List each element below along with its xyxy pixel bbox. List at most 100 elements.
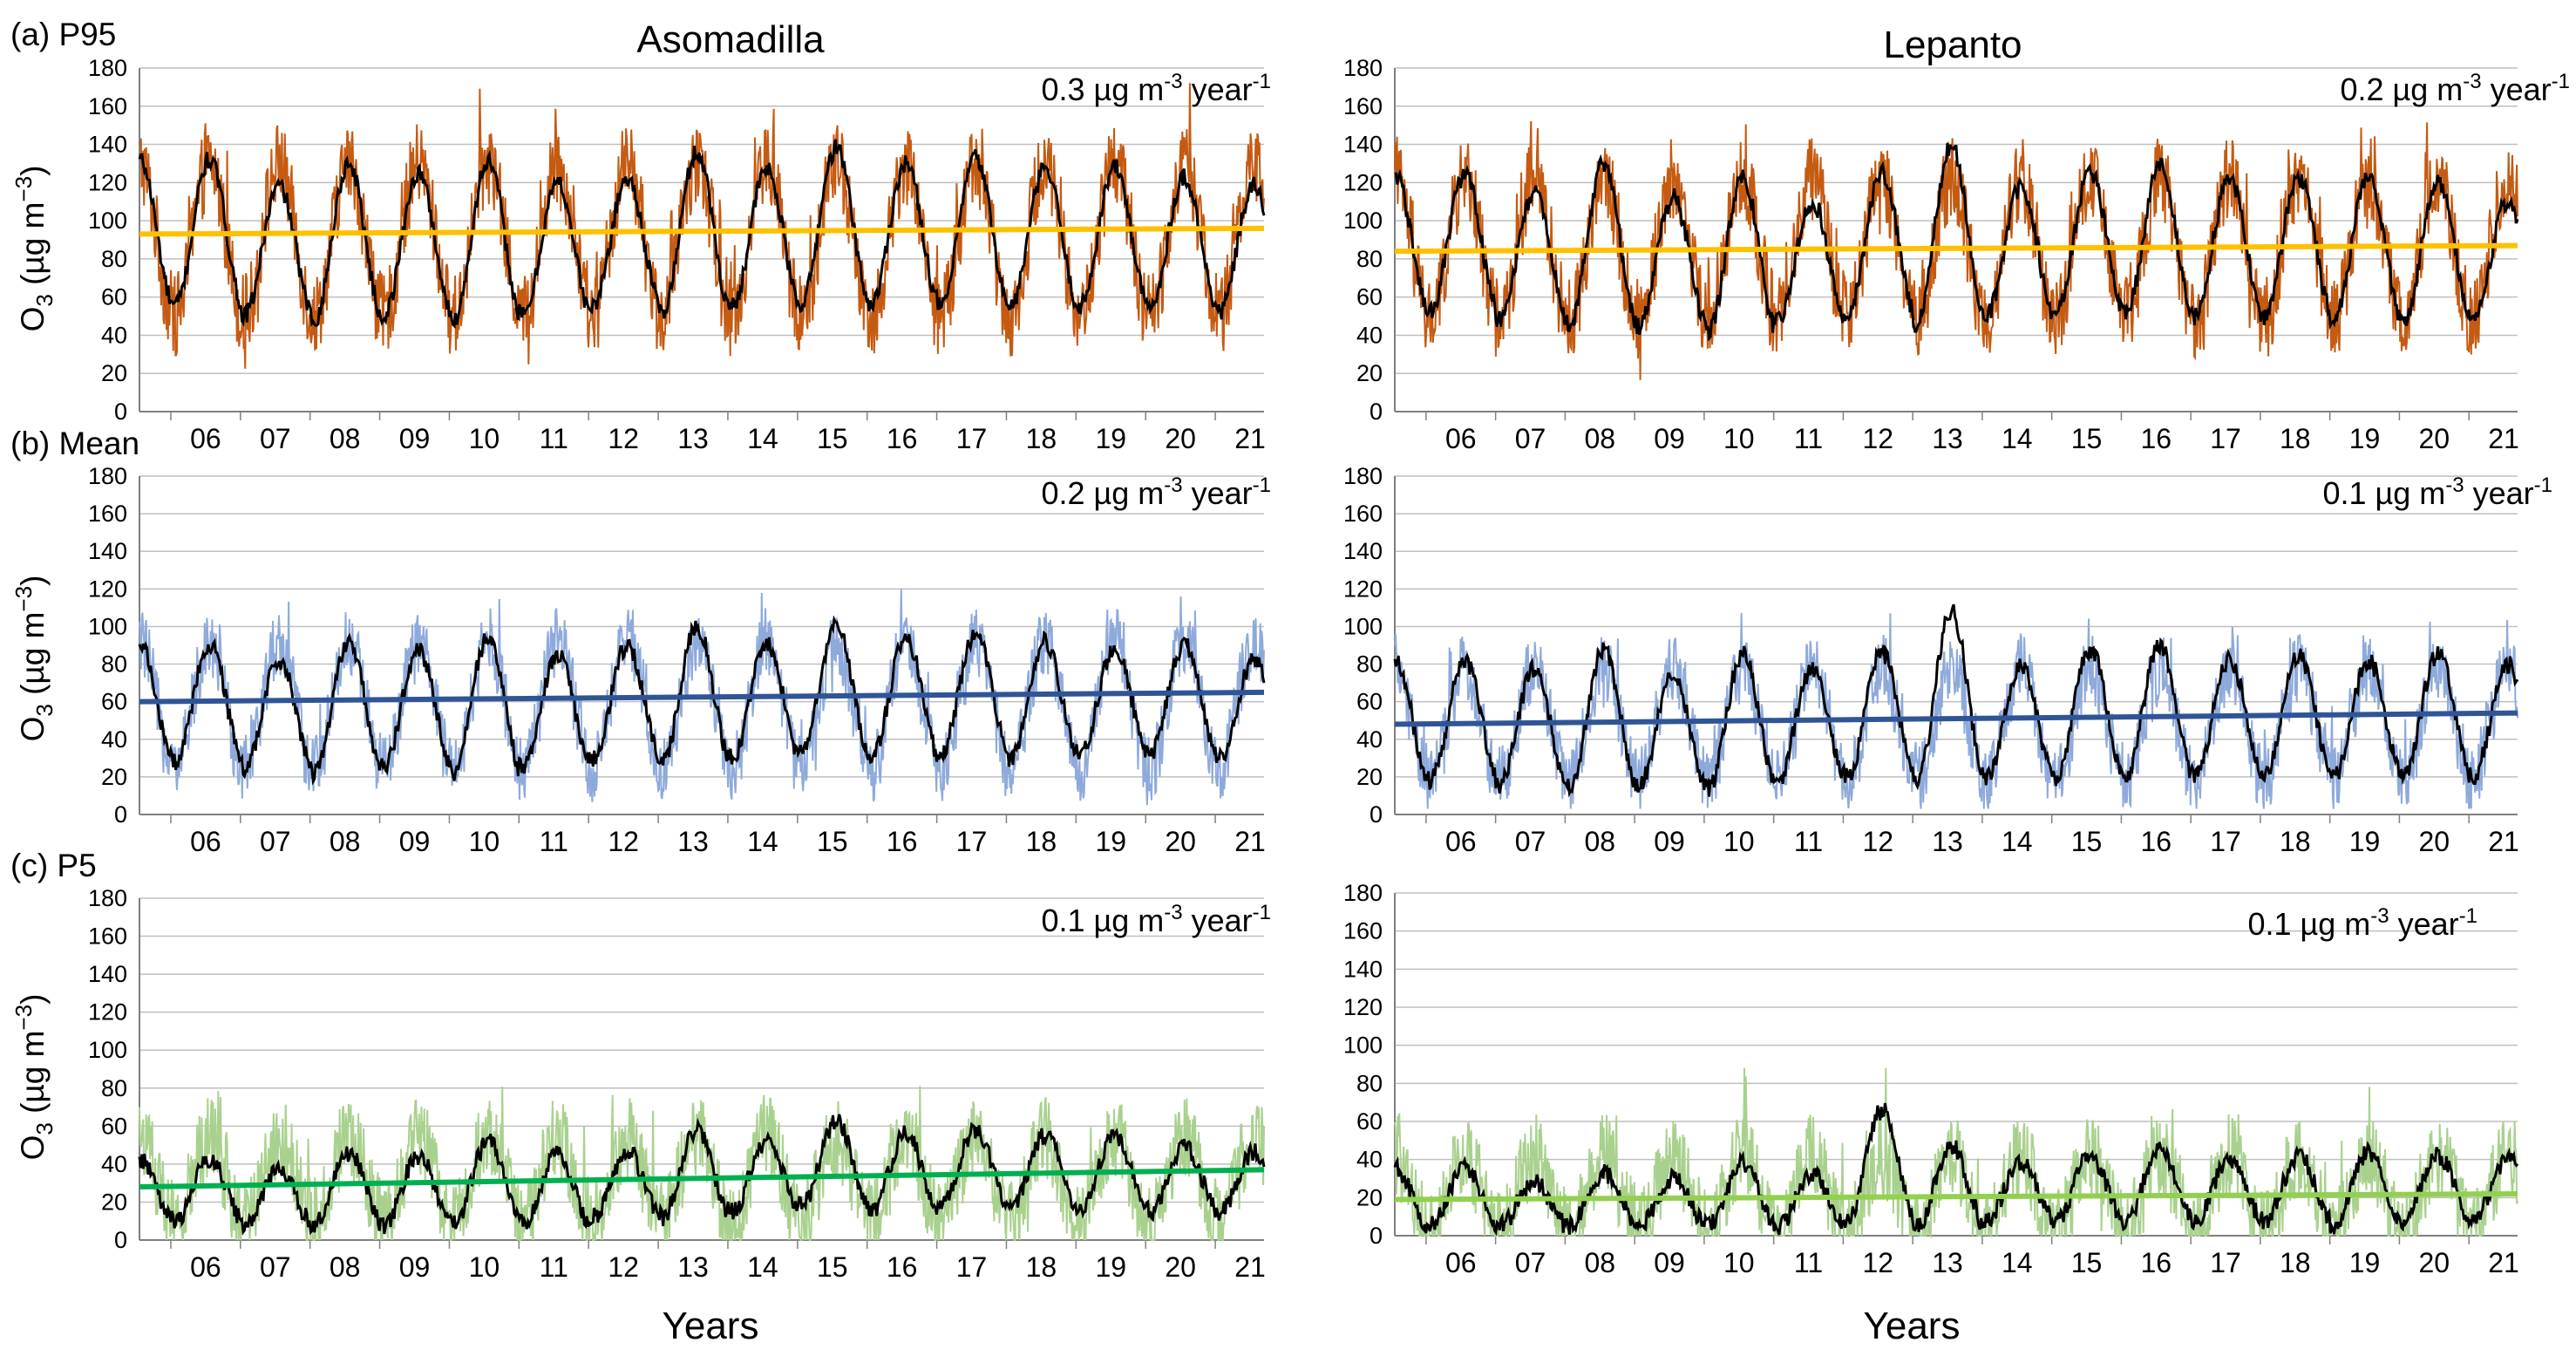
x-tick-label: 18 (2280, 1247, 2311, 1278)
panel-p5-lepanto: 0 20 40 60 80 100 120 140 160 180 06 07 08 09 10 11 12 13… (1343, 880, 2519, 1278)
x-tick-label: 14 (2002, 423, 2033, 454)
y-tick-label: 80 (1356, 246, 1383, 272)
y-tick-label: 40 (101, 726, 127, 753)
x-tick-label: 09 (1654, 423, 1685, 454)
y-tick-label: 40 (101, 1151, 127, 1177)
x-tick-label: 12 (1862, 423, 1893, 454)
x-tick-label: 06 (190, 1251, 221, 1283)
y-tick-label: 20 (1356, 1184, 1383, 1210)
x-tick-label: 20 (2419, 1247, 2450, 1278)
x-tick-label: 07 (1515, 1247, 1546, 1278)
x-tick-label: 19 (1095, 423, 1126, 454)
x-tick-label: 10 (469, 1251, 500, 1283)
y-tick-label: 20 (1356, 360, 1383, 386)
y-tick-label: 120 (88, 169, 127, 195)
x-tick-label: 15 (817, 1251, 848, 1283)
svg-text:O3 (µg m−3): O3 (µg m−3) (10, 576, 58, 742)
y-tick-label: 40 (1356, 726, 1383, 753)
x-tick-label: 18 (2280, 423, 2311, 454)
x-tick-label: 09 (399, 1251, 431, 1283)
x-tick-label: 07 (260, 826, 291, 857)
x-tick-label: 12 (1862, 1247, 1893, 1278)
y-tick-label: 180 (1343, 880, 1383, 906)
x-tick-label: 08 (1584, 826, 1615, 857)
x-tick-label: 07 (1515, 423, 1546, 454)
y-tick-label: 120 (1343, 576, 1383, 602)
y-tick-label: 100 (1343, 1032, 1383, 1059)
y-tick-label: 180 (88, 55, 127, 81)
y-tick-label: 20 (101, 764, 127, 790)
panel-p95-asomadilla: 0 20 40 60 80 100 120 140 160 180 06 07 08 09 10 11 12 13… (88, 55, 1266, 454)
smoothed-series (138, 1114, 1266, 1236)
y-tick-label: 80 (101, 1075, 127, 1101)
x-tick-label: 13 (1932, 423, 1963, 454)
x-tick-label: 11 (540, 826, 568, 857)
smoothed-series (1394, 142, 2519, 342)
y-tick-label: 60 (101, 1113, 127, 1139)
trend-line (1394, 710, 2518, 727)
x-tick-label: 10 (469, 826, 500, 857)
y-tick-label: 160 (1343, 501, 1383, 527)
x-tick-label: 06 (190, 826, 221, 857)
y-tick-label: 0 (1370, 1223, 1383, 1249)
x-tick-label: 19 (1095, 1251, 1126, 1283)
title-asomadilla: Asomadilla (636, 18, 825, 61)
y-tick-label: 160 (1343, 93, 1383, 119)
y-tick-label: 0 (1370, 801, 1383, 828)
x-tick-label: 18 (1026, 423, 1057, 454)
y-tick-label: 100 (88, 1037, 127, 1063)
trend-label-mean-lepanto: 0.1 µg m-3 year-1 (2322, 474, 2552, 511)
y-tick-label: 140 (88, 132, 127, 158)
x-tick-label: 18 (1026, 826, 1057, 857)
x-tick-label: 11 (1794, 1247, 1823, 1278)
trend-label-p5-lepanto: 0.1 µg m-3 year-1 (2247, 904, 2477, 942)
panel-label-mean: (b) Mean (10, 426, 139, 461)
y-tick-label: 120 (88, 999, 127, 1026)
svg-text:O3 (µg m−3): O3 (µg m−3) (10, 994, 58, 1161)
xlabel-left: Years (663, 1305, 759, 1347)
panel-label-p95: (a) P95 (10, 17, 116, 52)
y-tick-label: 140 (1343, 538, 1383, 564)
y-tick-label: 0 (114, 801, 127, 828)
panel-mean-lepanto: 0 20 40 60 80 100 120 140 160 180 06 07 08 09 10 11 12 13… (1343, 463, 2519, 857)
svg-text:O3 (µg m−3): O3 (µg m−3) (10, 166, 58, 332)
x-tick-label: 21 (2488, 1247, 2519, 1278)
x-tick-label: 19 (2349, 423, 2381, 454)
y-tick-label: 80 (101, 651, 127, 678)
y-tick-label: 80 (101, 246, 127, 272)
y-tick-label: 160 (88, 501, 127, 527)
y-tick-label: 60 (101, 689, 127, 715)
x-tick-label: 18 (1026, 1251, 1057, 1283)
x-tick-label: 14 (2002, 1247, 2033, 1278)
x-tick-label: 06 (190, 423, 221, 454)
x-tick-label: 09 (1654, 826, 1685, 857)
x-tick-label: 11 (540, 423, 568, 454)
x-tick-label: 15 (2071, 826, 2103, 857)
x-tick-label: 20 (1165, 826, 1196, 857)
xlabel-right: Years (1864, 1305, 1961, 1347)
x-tick-label: 13 (1932, 826, 1963, 857)
y-tick-label: 100 (1343, 208, 1383, 234)
trend-label-p5-asomadilla: 0.1 µg m-3 year-1 (1041, 901, 1271, 938)
y-tick-label: 100 (88, 613, 127, 639)
y-tick-label: 120 (1343, 994, 1383, 1020)
x-tick-label: 06 (1445, 826, 1477, 857)
x-tick-label: 19 (2349, 1247, 2381, 1278)
x-tick-label: 09 (399, 826, 431, 857)
panel-p95-lepanto: 0 20 40 60 80 100 120 140 160 180 06 07 08 09 10 11 12 13… (1343, 55, 2519, 454)
x-tick-label: 12 (608, 1251, 639, 1283)
trend-line (139, 1167, 1265, 1190)
smoothed-series (1393, 1102, 2519, 1237)
y-tick-label: 180 (88, 463, 127, 489)
x-tick-label: 13 (677, 423, 709, 454)
y-tick-label: 100 (1343, 613, 1383, 639)
y-tick-label: 20 (101, 1189, 127, 1215)
x-tick-label: 15 (2071, 423, 2103, 454)
y-tick-label: 180 (88, 885, 127, 911)
panel-mean-asomadilla: 0 20 40 60 80 100 120 140 160 180 06 07 08 09 10 11 12 13… (88, 463, 1266, 857)
title-lepanto: Lepanto (1883, 24, 2022, 66)
x-tick-label: 12 (608, 423, 639, 454)
x-tick-label: 21 (1234, 1251, 1266, 1283)
x-tick-label: 09 (399, 423, 431, 454)
